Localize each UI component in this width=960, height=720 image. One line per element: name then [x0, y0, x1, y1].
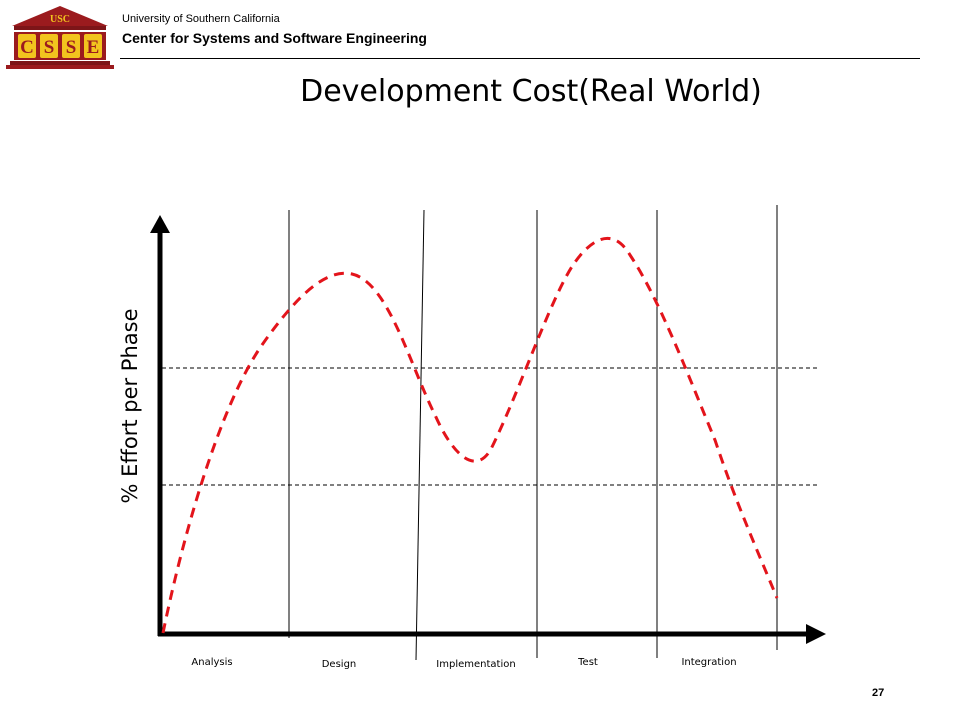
slide-title: Development Cost(Real World) [300, 74, 762, 109]
effort-curve [161, 236, 779, 634]
logo-top-text: USC [50, 14, 70, 25]
logo-letter-s2: S [66, 37, 77, 58]
center-name: Center for Systems and Software Engineer… [122, 30, 427, 46]
logo-letter-e: E [87, 37, 100, 58]
phase-label-implementation: Implementation [436, 659, 515, 670]
phase-label-design: Design [322, 659, 357, 670]
y-axis-arrowhead [150, 215, 170, 233]
header-divider [120, 58, 920, 59]
usc-csse-logo: USC C S S E [6, 6, 114, 69]
logo-letter-s1: S [44, 37, 55, 58]
phase-label-analysis: Analysis [191, 657, 232, 668]
institution-name: University of Southern California [122, 13, 280, 25]
phase-label-integration: Integration [681, 657, 736, 668]
page-number: 27 [872, 687, 885, 699]
x-axis-arrowhead [806, 624, 826, 644]
phase-divider [415, 209, 425, 661]
logo-letter-c: C [20, 37, 34, 58]
phase-label-test: Test [577, 657, 598, 668]
